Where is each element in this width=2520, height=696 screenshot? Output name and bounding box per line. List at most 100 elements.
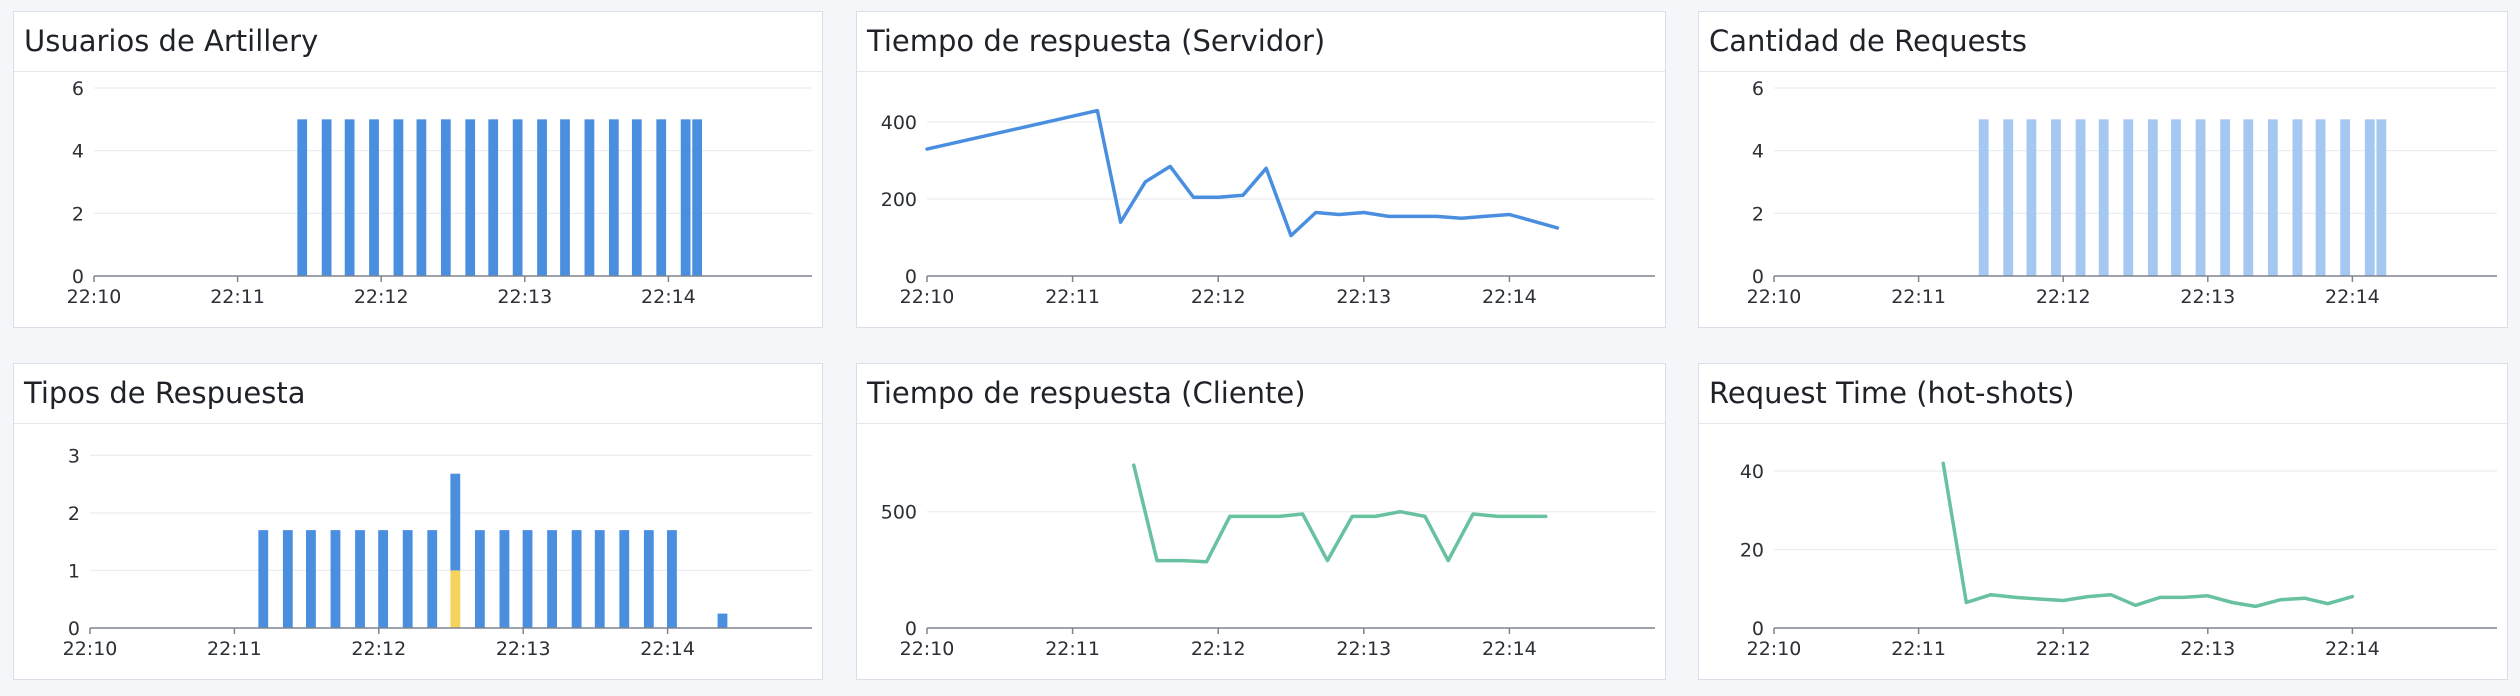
x-tick-label: 22:14 xyxy=(1482,286,1537,308)
bar[interactable] xyxy=(306,530,316,628)
chart-servidor: 0 200 400 22:10 22:11 22:12 22:13 22:14 xyxy=(881,108,1655,308)
bar[interactable] xyxy=(2026,119,2037,276)
bar[interactable] xyxy=(344,119,355,276)
bar[interactable] xyxy=(427,530,438,628)
bar[interactable] xyxy=(537,119,547,276)
y-tick-label: 20 xyxy=(1740,540,1764,562)
bar[interactable] xyxy=(474,530,485,628)
y-tick-label: 40 xyxy=(1740,461,1764,483)
series-line[interactable] xyxy=(1132,463,1548,564)
panel-title[interactable]: Request Time (hot-shots) xyxy=(1709,376,2075,410)
chart-requests: 0 2 4 6 22:10 22:11 22:12 22:13 22:14 xyxy=(1747,78,2497,308)
x-tick-label: 22:10 xyxy=(900,286,955,308)
bar[interactable] xyxy=(2340,119,2351,276)
bar[interactable] xyxy=(2195,119,2206,276)
bar[interactable] xyxy=(631,119,642,276)
x-tick-label: 22:14 xyxy=(2325,286,2380,308)
panel-header: Cantidad de Requests xyxy=(1699,12,2507,72)
y-tick-label: 4 xyxy=(72,141,84,163)
x-tick-label: 22:10 xyxy=(900,638,955,660)
bar[interactable] xyxy=(2098,119,2109,276)
bar[interactable] xyxy=(608,119,619,276)
bar[interactable] xyxy=(2292,119,2303,276)
bar[interactable] xyxy=(594,530,605,628)
x-tick-label: 22:13 xyxy=(1336,286,1391,308)
bar[interactable] xyxy=(488,119,499,276)
bar[interactable] xyxy=(2364,119,2375,276)
bar[interactable] xyxy=(416,119,427,276)
y-tick-label: 0 xyxy=(1752,266,1764,288)
y-tick-label: 6 xyxy=(72,78,84,100)
panel-title[interactable]: Usuarios de Artillery xyxy=(24,24,319,58)
chart-usuarios: 0 2 4 6 22:10 22:11 22:12 22:13 22:14 xyxy=(67,78,812,308)
bar[interactable] xyxy=(571,530,582,628)
panel-tipos: Tipos de Respuesta 0 1 2 3 22:10 22:11 22:12 22… xyxy=(13,363,823,680)
x-tick-label: 22:12 xyxy=(2036,286,2091,308)
bar[interactable] xyxy=(378,530,389,628)
bar[interactable] xyxy=(330,530,341,628)
bar[interactable] xyxy=(450,570,461,628)
bar[interactable] xyxy=(355,530,365,628)
bar[interactable] xyxy=(656,119,667,276)
y-tick-label: 2 xyxy=(68,503,80,525)
bar[interactable] xyxy=(584,119,595,276)
bar[interactable] xyxy=(2075,119,2086,276)
bar[interactable] xyxy=(321,119,332,276)
bar[interactable] xyxy=(369,119,379,276)
bar[interactable] xyxy=(512,119,523,276)
bar[interactable] xyxy=(465,119,476,276)
bar[interactable] xyxy=(522,530,533,628)
x-tick-label: 22:13 xyxy=(1336,638,1391,660)
y-tick-label: 200 xyxy=(881,189,917,211)
panel-header: Tipos de Respuesta xyxy=(14,364,822,424)
x-tick-label: 22:12 xyxy=(1191,286,1246,308)
series-line[interactable] xyxy=(1941,461,2355,609)
y-tick-label: 0 xyxy=(1752,618,1764,640)
bar[interactable] xyxy=(440,119,451,276)
bar[interactable] xyxy=(2147,119,2158,276)
bar[interactable] xyxy=(547,530,557,628)
bar[interactable] xyxy=(717,613,728,628)
series-line[interactable] xyxy=(925,108,1560,238)
bar[interactable] xyxy=(450,473,461,571)
bar[interactable] xyxy=(2123,119,2134,276)
panel-title[interactable]: Tiempo de respuesta (Cliente) xyxy=(867,376,1306,410)
x-tick-label: 22:14 xyxy=(2325,638,2380,660)
x-tick-label: 22:11 xyxy=(1891,286,1946,308)
bar[interactable] xyxy=(2376,119,2387,276)
bar[interactable] xyxy=(2171,119,2181,276)
bar[interactable] xyxy=(402,530,413,628)
bar[interactable] xyxy=(2220,119,2231,276)
x-tick-label: 22:10 xyxy=(67,286,122,308)
panel-title[interactable]: Tipos de Respuesta xyxy=(24,376,306,410)
bar[interactable] xyxy=(692,119,703,276)
panel-header: Usuarios de Artillery xyxy=(14,12,822,72)
chart-hotshots: 0 20 40 22:10 22:11 22:12 22:13 22:14 xyxy=(1740,461,2497,660)
x-tick-label: 22:10 xyxy=(1747,286,1802,308)
panel-cliente: Tiempo de respuesta (Cliente) 0 500 22:10 2… xyxy=(856,363,1666,680)
bar[interactable] xyxy=(282,530,293,628)
x-tick-label: 22:11 xyxy=(207,638,262,660)
bar[interactable] xyxy=(297,119,308,276)
panel-title[interactable]: Tiempo de respuesta (Servidor) xyxy=(867,24,1326,58)
bar[interactable] xyxy=(2315,119,2326,276)
panel-title[interactable]: Cantidad de Requests xyxy=(1709,24,2028,58)
panel-requests: Cantidad de Requests 0 2 4 6 22:10 22:11 22:12… xyxy=(1698,11,2508,328)
bar[interactable] xyxy=(2051,119,2061,276)
y-tick-label: 0 xyxy=(68,618,80,640)
x-tick-label: 22:10 xyxy=(1747,638,1802,660)
bar[interactable] xyxy=(560,119,570,276)
bar[interactable] xyxy=(2003,119,2014,276)
bar[interactable] xyxy=(2243,119,2254,276)
bar[interactable] xyxy=(667,530,677,628)
bar[interactable] xyxy=(393,119,404,276)
bar[interactable] xyxy=(643,530,654,628)
bar[interactable] xyxy=(619,530,630,628)
bar[interactable] xyxy=(2267,119,2278,276)
y-tick-label: 2 xyxy=(1752,203,1764,225)
bar[interactable] xyxy=(1978,119,1989,276)
panel-hotshots: Request Time (hot-shots) 0 20 40 22:10 22:11… xyxy=(1698,363,2508,680)
bar[interactable] xyxy=(258,530,269,628)
bar[interactable] xyxy=(499,530,510,628)
bar[interactable] xyxy=(680,119,691,276)
